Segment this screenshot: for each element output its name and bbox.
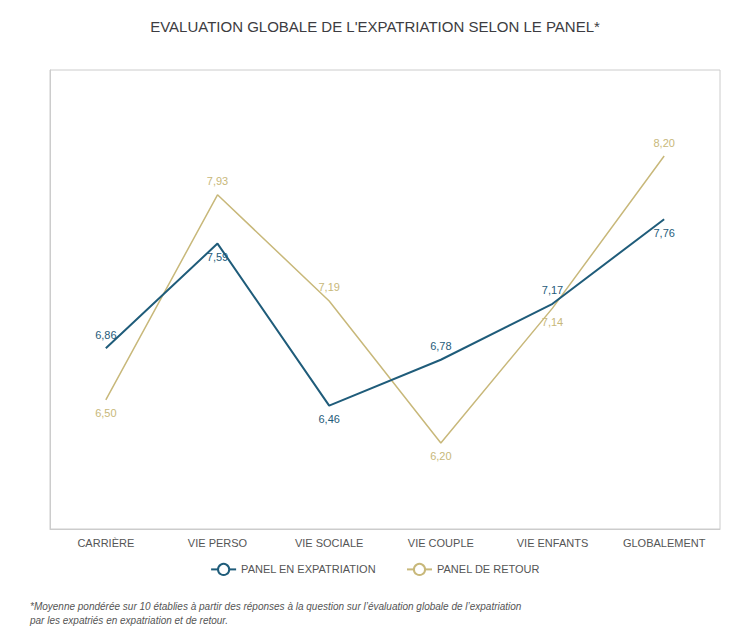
svg-text:7,14: 7,14 <box>542 316 563 328</box>
svg-text:6,86: 6,86 <box>95 329 116 341</box>
svg-text:PANEL DE RETOUR: PANEL DE RETOUR <box>437 563 540 575</box>
svg-text:7,59: 7,59 <box>207 251 228 263</box>
svg-text:8,20: 8,20 <box>653 137 674 149</box>
svg-text:GLOBALEMENT: GLOBALEMENT <box>623 537 706 549</box>
svg-text:7,17: 7,17 <box>542 284 563 296</box>
svg-text:7,93: 7,93 <box>207 175 228 187</box>
svg-text:PANEL EN EXPATRIATION: PANEL EN EXPATRIATION <box>241 563 376 575</box>
svg-text:*Moyenne pondérée sur 10 établ: *Moyenne pondérée sur 10 établies à part… <box>30 601 522 612</box>
svg-text:par les expatriés en expatriat: par les expatriés en expatriation et de … <box>29 615 228 626</box>
svg-text:CARRIÈRE: CARRIÈRE <box>77 537 134 549</box>
svg-text:VIE SOCIALE: VIE SOCIALE <box>295 537 363 549</box>
svg-text:VIE ENFANTS: VIE ENFANTS <box>517 537 589 549</box>
svg-text:VIE COUPLE: VIE COUPLE <box>408 537 474 549</box>
svg-text:6,46: 6,46 <box>318 413 339 425</box>
svg-text:VIE PERSO: VIE PERSO <box>188 537 248 549</box>
svg-text:6,78: 6,78 <box>430 340 451 352</box>
svg-text:EVALUATION GLOBALE DE L'EXPATR: EVALUATION GLOBALE DE L'EXPATRIATION SEL… <box>150 18 600 35</box>
svg-text:6,20: 6,20 <box>430 450 451 462</box>
svg-text:7,19: 7,19 <box>318 281 339 293</box>
svg-text:7,76: 7,76 <box>653 227 674 239</box>
svg-text:6,50: 6,50 <box>95 407 116 419</box>
